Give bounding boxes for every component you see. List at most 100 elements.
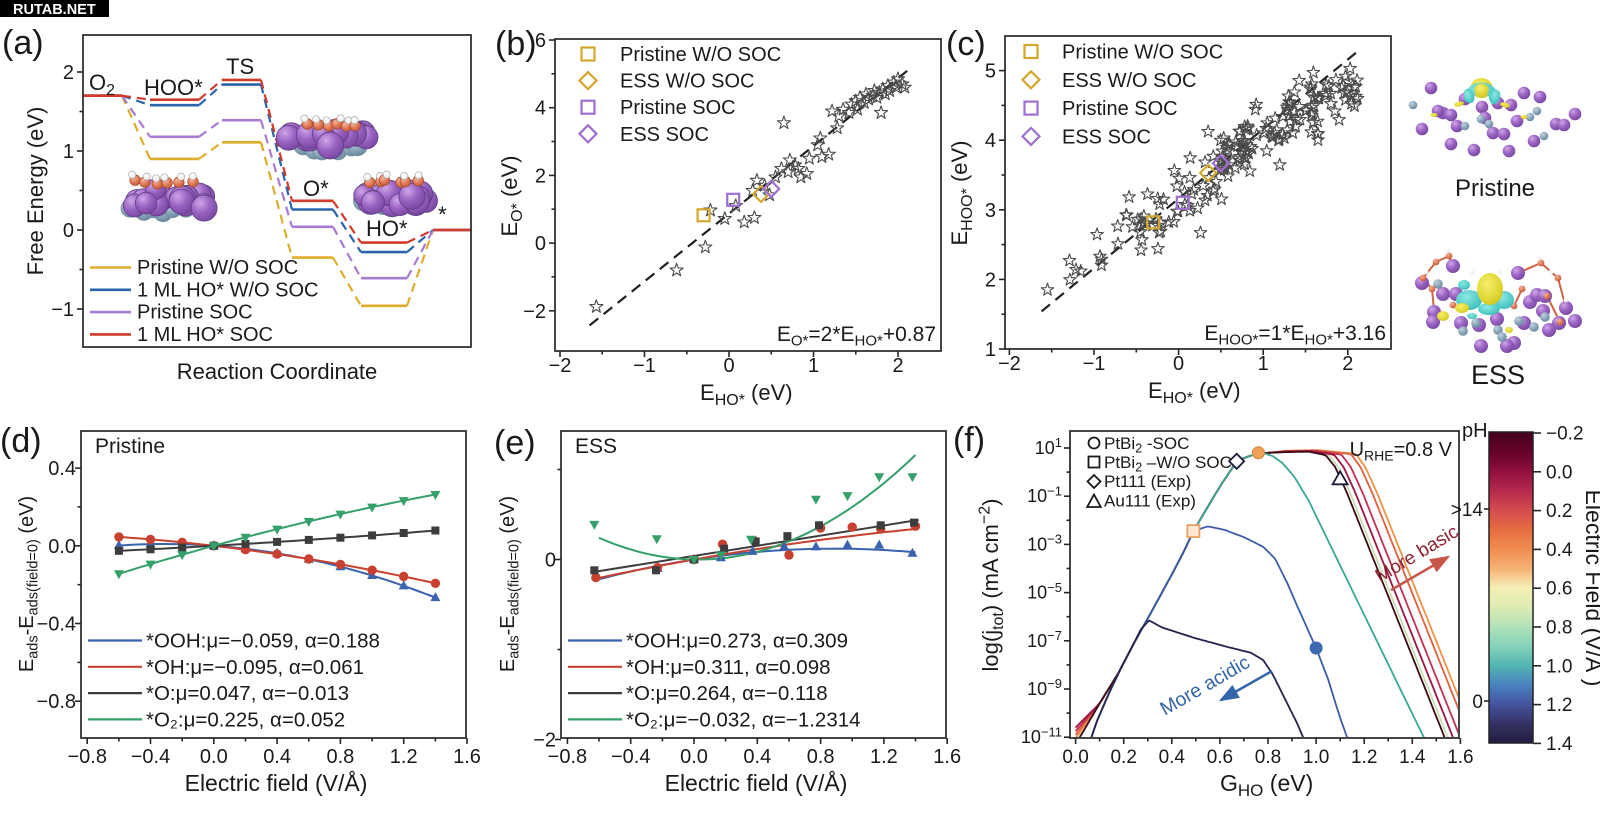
svg-text:HOO*: HOO*: [144, 75, 203, 100]
svg-text:1.6: 1.6: [453, 746, 481, 768]
svg-text:1.0: 1.0: [1303, 747, 1329, 768]
svg-text:2: 2: [985, 269, 996, 291]
svg-text:O2​: O2​: [89, 70, 115, 99]
svg-text:Pristine SOC: Pristine SOC: [620, 97, 736, 119]
svg-text:0: 0: [1173, 353, 1184, 375]
svg-text:EO*​=2*EHO*​+0.87: EO*​=2*EHO*​+0.87: [777, 323, 936, 350]
svg-text:−0.4: −0.4: [37, 614, 76, 636]
svg-text:Eads​-Eads(field=0)​ (eV): Eads​-Eads(field=0)​ (eV): [497, 496, 522, 672]
svg-text:>14: >14: [1451, 500, 1484, 521]
svg-text:Free Energy (eV): Free Energy (eV): [23, 107, 48, 276]
svg-text:1 ML HO* W/O SOC: 1 ML HO* W/O SOC: [137, 279, 319, 301]
svg-text:ESS: ESS: [1471, 360, 1525, 390]
svg-text:Electric Field (V/Å ): Electric Field (V/Å ): [1581, 490, 1600, 687]
svg-text:RUTAB.NET: RUTAB.NET: [13, 2, 96, 18]
svg-text:Eads​-Eads(field=0)​ (eV): Eads​-Eads(field=0)​ (eV): [16, 496, 41, 672]
svg-text:ESS W/O SOC: ESS W/O SOC: [620, 71, 754, 93]
svg-text:HO*: HO*: [366, 216, 408, 241]
svg-text:10−3​: 10−3​: [1027, 532, 1062, 555]
svg-text:1.6: 1.6: [1447, 747, 1473, 768]
svg-text:ESS SOC: ESS SOC: [1062, 126, 1151, 148]
svg-text:PtBi2​ -SOC: PtBi2​ -SOC: [1104, 434, 1189, 456]
svg-text:0.0: 0.0: [48, 536, 76, 558]
svg-text:Pristine W/O SOC: Pristine W/O SOC: [1062, 42, 1223, 64]
svg-text:0.4: 0.4: [1546, 540, 1573, 561]
svg-text:4: 4: [535, 98, 546, 120]
svg-text:*OH:μ=−0.095, α=0.061: *OH:μ=−0.095, α=0.061: [146, 656, 364, 679]
svg-text:ESS: ESS: [575, 435, 617, 458]
svg-text:0.2: 0.2: [1546, 501, 1572, 522]
svg-text:1: 1: [808, 355, 819, 377]
svg-text:Au111 (Exp): Au111 (Exp): [1104, 492, 1196, 511]
svg-text:*O₂:μ=0.225, α=0.052: *O₂:μ=0.225, α=0.052: [146, 708, 345, 731]
svg-text:pH: pH: [1462, 420, 1488, 442]
svg-text:5: 5: [985, 61, 996, 83]
svg-text:*O₂:μ=−0.032, α=−1.2314: *O₂:μ=−0.032, α=−1.2314: [626, 708, 861, 731]
svg-text:10−5​: 10−5​: [1027, 580, 1062, 603]
svg-text:1: 1: [63, 141, 74, 163]
svg-text:0.0: 0.0: [200, 746, 228, 768]
svg-text:−1: −1: [51, 299, 74, 321]
svg-text:10−7​: 10−7​: [1027, 628, 1062, 651]
svg-text:1.0: 1.0: [1546, 656, 1572, 677]
svg-text:(d): (d): [0, 422, 42, 460]
svg-text:TS: TS: [226, 54, 254, 79]
svg-text:2: 2: [892, 355, 903, 377]
svg-text:0.4: 0.4: [1159, 747, 1186, 768]
svg-text:Electric field (V/Å): Electric field (V/Å): [665, 769, 848, 796]
svg-text:Pristine W/O SOC: Pristine W/O SOC: [620, 44, 781, 66]
svg-text:*OOH:μ=−0.059, α=0.188: *OOH:μ=−0.059, α=0.188: [146, 630, 380, 653]
svg-text:1.2: 1.2: [1351, 747, 1377, 768]
svg-text:0.6: 0.6: [1207, 747, 1233, 768]
svg-text:*O:μ=0.264, α=−0.118: *O:μ=0.264, α=−0.118: [626, 682, 828, 705]
svg-text:EHOO*​ (eV): EHOO*​ (eV): [947, 140, 976, 245]
svg-text:2: 2: [1342, 353, 1353, 375]
svg-text:4: 4: [985, 130, 996, 152]
svg-text:*: *: [438, 202, 447, 227]
svg-text:*O:μ=0.047, α=−0.013: *O:μ=0.047, α=−0.013: [146, 682, 349, 705]
svg-text:Pristine: Pristine: [95, 435, 165, 458]
svg-text:(c): (c): [946, 25, 986, 63]
svg-text:PtBi2​ –W/O SOC: PtBi2​ –W/O SOC: [1104, 453, 1232, 475]
svg-text:−2: −2: [549, 355, 572, 377]
svg-text:1.4: 1.4: [1399, 747, 1426, 768]
svg-text:Reaction Coordinate: Reaction Coordinate: [177, 359, 378, 384]
svg-text:−0.4: −0.4: [131, 746, 170, 768]
svg-text:101​: 101​: [1035, 435, 1062, 458]
svg-text:0.8: 0.8: [807, 746, 835, 768]
svg-text:10−11​: 10−11​: [1021, 724, 1062, 747]
svg-text:0.4: 0.4: [743, 746, 771, 768]
svg-text:−0.8: −0.8: [67, 746, 106, 768]
svg-text:0.0: 0.0: [1546, 462, 1572, 483]
svg-text:Pristine SOC: Pristine SOC: [1062, 98, 1178, 120]
svg-text:−0.4: −0.4: [611, 746, 650, 768]
svg-text:−2: −2: [998, 353, 1021, 375]
svg-text:Pristine SOC: Pristine SOC: [137, 302, 253, 324]
svg-text:ESS SOC: ESS SOC: [620, 124, 709, 146]
svg-text:0: 0: [545, 550, 556, 572]
svg-text:1.2: 1.2: [390, 746, 418, 768]
svg-text:−0.8: −0.8: [548, 746, 587, 768]
svg-text:−1: −1: [1083, 353, 1106, 375]
svg-text:−2: −2: [523, 301, 546, 323]
svg-text:3: 3: [985, 200, 996, 222]
svg-text:0.4: 0.4: [263, 746, 291, 768]
svg-text:(b): (b): [495, 25, 537, 63]
svg-text:0.2: 0.2: [1110, 747, 1136, 768]
svg-text:10−1​: 10−1​: [1027, 483, 1062, 506]
svg-text:1.4: 1.4: [1546, 734, 1573, 755]
svg-text:EHO*​ (eV): EHO*​ (eV): [700, 380, 793, 409]
svg-text:O*: O*: [303, 176, 329, 201]
svg-text:6: 6: [535, 30, 546, 52]
svg-text:0.0: 0.0: [680, 746, 708, 768]
svg-text:(e): (e): [494, 424, 536, 462]
svg-text:log(jtot​) (mA cm−2​): log(jtot​) (mA cm−2​): [977, 499, 1007, 672]
svg-text:(f): (f): [953, 421, 985, 459]
svg-text:1.2: 1.2: [1546, 695, 1572, 716]
svg-text:Pt111 (Exp): Pt111 (Exp): [1104, 472, 1191, 491]
svg-text:0: 0: [535, 233, 546, 255]
svg-text:Electric field (V/Å): Electric field (V/Å): [185, 769, 368, 796]
svg-text:(a): (a): [2, 24, 44, 62]
svg-text:*OH:μ=0.311, α=0.098: *OH:μ=0.311, α=0.098: [626, 656, 831, 679]
svg-text:ESS W/O SOC: ESS W/O SOC: [1062, 70, 1196, 92]
